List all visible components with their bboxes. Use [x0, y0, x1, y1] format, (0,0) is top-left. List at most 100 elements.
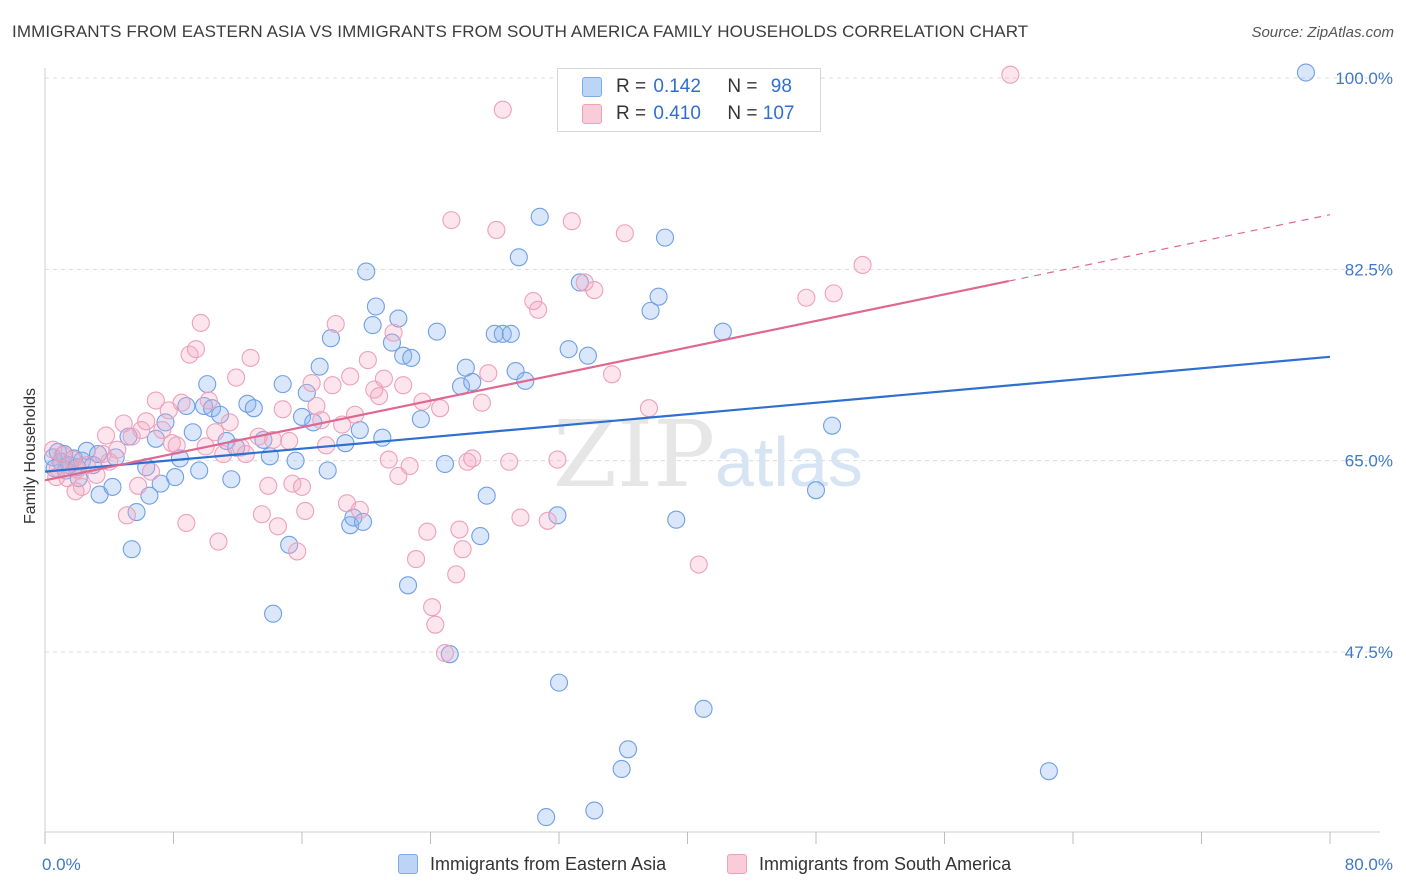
data-point-south-america [689, 555, 708, 574]
data-point-eastern-asia [655, 228, 675, 247]
data-point-eastern-asia [264, 604, 283, 623]
data-point-south-america [615, 224, 634, 243]
y-axis-label: Family Households [22, 388, 39, 524]
data-point-south-america [177, 513, 196, 533]
series-eastern-asia [43, 63, 1315, 827]
data-point-south-america [463, 449, 482, 468]
data-point-south-america [220, 413, 239, 432]
data-point-south-america [259, 476, 278, 495]
data-point-south-america [153, 421, 172, 440]
data-point-south-america [141, 462, 161, 481]
data-point-eastern-asia [183, 423, 202, 442]
y-tick-label: 100.0% [1335, 69, 1393, 88]
legend-n-value: 107 [762, 103, 795, 124]
data-point-south-america [206, 423, 225, 442]
data-point-south-america [447, 565, 466, 584]
data-point-south-america [374, 369, 393, 388]
data-point-eastern-asia [198, 375, 217, 394]
data-point-south-america [450, 520, 469, 539]
data-point-eastern-asia [222, 470, 241, 489]
legend-r-value: 0.410 [653, 103, 701, 124]
data-point-eastern-asia [578, 346, 597, 365]
data-point-eastern-asia [122, 540, 141, 559]
data-point-south-america [186, 340, 206, 359]
data-point-eastern-asia [530, 207, 549, 226]
data-point-eastern-asia [398, 576, 418, 595]
legend-n-label: N = [727, 103, 758, 124]
data-point-south-america [538, 511, 557, 530]
legend-row-south-america: R = 0.410 N = 107 [582, 101, 794, 127]
data-point-south-america [511, 508, 530, 527]
data-point-eastern-asia [166, 468, 185, 487]
data-point-south-america [384, 323, 403, 342]
data-point-eastern-asia [549, 673, 569, 692]
data-point-eastern-asia [1039, 762, 1058, 781]
data-point-eastern-asia [310, 357, 329, 376]
trend-line-extension-south-america [1008, 214, 1331, 282]
data-point-south-america [341, 367, 360, 386]
data-point-eastern-asia [402, 348, 421, 367]
data-point-south-america [358, 351, 377, 370]
data-point-eastern-asia [548, 506, 567, 525]
data-point-eastern-asia [366, 297, 385, 316]
data-point-south-america [264, 430, 283, 449]
trend-line-south-america [44, 280, 1009, 482]
data-point-south-america [472, 393, 491, 412]
data-point-south-america [435, 644, 455, 663]
data-point-eastern-asia [353, 512, 373, 531]
x-tick-label: 0.0% [42, 855, 81, 874]
data-point-eastern-asia [244, 399, 263, 418]
data-point-south-america [172, 393, 191, 412]
data-point-eastern-asia [435, 454, 455, 473]
trend-lines [44, 214, 1331, 482]
data-point-eastern-asia [1296, 63, 1315, 82]
gridlines [45, 77, 1370, 653]
data-point-eastern-asia [537, 808, 556, 827]
legend-r-value: 0.142 [653, 76, 701, 97]
data-point-south-america [493, 100, 512, 119]
data-point-eastern-asia [286, 451, 305, 470]
data-point-eastern-asia [570, 273, 589, 292]
data-point-south-america [323, 376, 342, 395]
data-point-south-america [122, 427, 141, 446]
data-point-south-america [288, 542, 307, 561]
data-point-south-america [280, 431, 299, 451]
data-point-eastern-asia [471, 527, 490, 546]
correlation-legend: R = 0.142 N = 98 R = 0.410 N = 107 [557, 68, 821, 132]
data-point-south-america [426, 615, 445, 634]
data-point-eastern-asia [612, 759, 631, 779]
data-point-south-america [602, 365, 622, 384]
data-point-eastern-asia [463, 372, 482, 391]
data-point-south-america [400, 457, 419, 476]
legend-swatch-south-america [582, 104, 602, 124]
data-point-south-america [797, 288, 816, 307]
data-point-south-america [379, 450, 398, 469]
data-point-eastern-asia [806, 481, 826, 500]
data-point-south-america [43, 440, 63, 459]
data-point-eastern-asia [297, 383, 316, 402]
y-tick-label: 65.0% [1345, 452, 1393, 471]
data-point-eastern-asia [211, 405, 230, 424]
data-point-south-america [268, 517, 287, 536]
data-point-south-america [283, 474, 302, 493]
y-tick-label: 82.5% [1345, 260, 1393, 279]
data-point-south-america [370, 387, 389, 406]
data-point-south-america [350, 500, 369, 519]
data-point-eastern-asia [509, 248, 528, 267]
data-point-south-america [524, 291, 543, 311]
data-point-eastern-asia [190, 461, 209, 480]
data-point-south-america [132, 421, 151, 440]
data-point-eastern-asia [318, 461, 337, 480]
bottom-legend-eastern-asia: Immigrants from Eastern Asia [398, 852, 666, 876]
data-point-south-america [453, 540, 472, 559]
data-point-south-america [418, 522, 437, 541]
data-point-south-america [442, 211, 461, 230]
legend-swatch-eastern-asia [582, 77, 602, 97]
legend-row-eastern-asia: R = 0.142 N = 98 [582, 74, 792, 100]
legend-r-label: R = [616, 103, 647, 124]
data-point-south-america [326, 314, 345, 334]
data-point-south-america [129, 476, 148, 495]
data-point-south-america [66, 482, 85, 501]
data-point-south-america [96, 426, 116, 445]
data-point-eastern-asia [389, 309, 408, 328]
